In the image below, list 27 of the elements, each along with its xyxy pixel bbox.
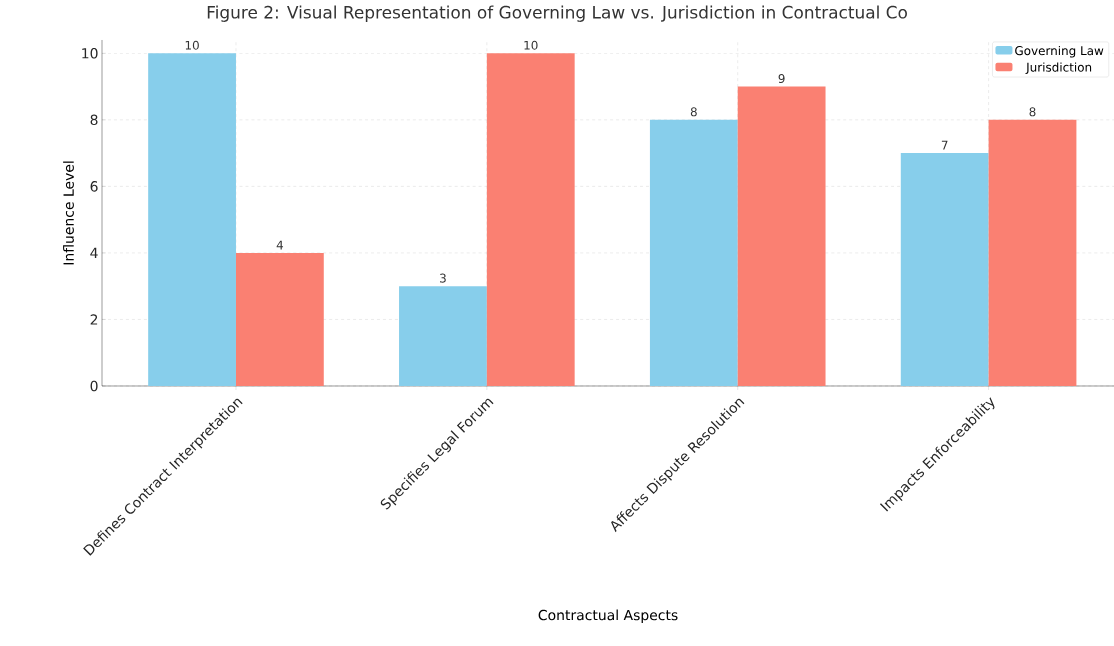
y-tick-label: 10 — [82, 48, 98, 59]
data-label: 9 — [778, 74, 785, 84]
bar — [737, 86, 826, 386]
bar — [988, 119, 1077, 386]
bar — [399, 286, 487, 386]
chart-title: Figure 2: Visual Representation of Governing Law vs. Jurisdiction in Contractual Co — [207, 5, 907, 22]
bar — [900, 153, 989, 386]
y-tick-label: 8 — [90, 114, 98, 126]
data-label: 7 — [941, 140, 948, 150]
data-label: 3 — [440, 273, 446, 283]
legend-label: Jurisdiction — [1025, 62, 1092, 74]
y-axis-title: Influence Level — [63, 161, 74, 265]
y-tick-label: 2 — [90, 314, 98, 325]
y-tick-label: 0 — [90, 380, 98, 392]
data-label: 4 — [276, 240, 284, 250]
legend-label: Governing Law — [1015, 45, 1104, 58]
data-label: 8 — [690, 107, 697, 117]
data-label: 8 — [1029, 107, 1036, 117]
bar — [486, 53, 575, 386]
bar — [148, 53, 236, 386]
x-axis-title: Contractual Aspects — [538, 609, 678, 624]
y-tick-label: 4 — [90, 247, 98, 258]
y-tick-label: 6 — [90, 181, 98, 192]
bar — [235, 252, 324, 386]
bar — [649, 119, 738, 386]
data-label: 10 — [524, 40, 538, 50]
data-label: 10 — [185, 40, 199, 50]
